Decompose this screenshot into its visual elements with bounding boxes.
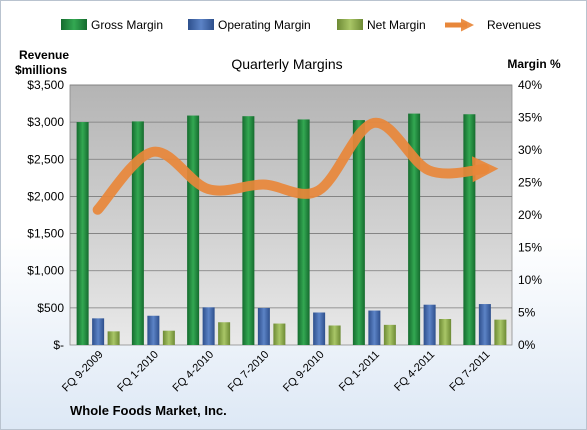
x-axis-category-label: FQ 1-2011 xyxy=(337,349,382,394)
legend-label-net-margin: Net Margin xyxy=(367,18,426,32)
gross-margin-bar xyxy=(76,122,89,345)
right-axis-ticks: 0% 5% 10% 15% 20% 25% 30% 35% 40% xyxy=(518,78,542,352)
bars-layer xyxy=(76,113,507,346)
left-axis-tick-label: $3,000 xyxy=(27,115,64,129)
net-margin-bar xyxy=(107,331,120,345)
legend-label-operating-margin: Operating Margin xyxy=(218,18,311,32)
legend: Gross Margin Operating Margin Net Margin… xyxy=(61,18,541,32)
net-margin-bar xyxy=(218,322,231,345)
net-margin-bar xyxy=(162,330,175,345)
operating-margin-bar xyxy=(202,307,215,345)
legend-swatch-gross-margin xyxy=(61,19,87,30)
net-margin-bar xyxy=(328,325,341,345)
right-axis-tick-label: 30% xyxy=(518,143,542,157)
legend-swatch-operating-margin xyxy=(188,19,214,30)
operating-margin-bar xyxy=(147,315,160,345)
left-axis-title-line-2: $millions xyxy=(15,63,67,77)
gross-margin-bar xyxy=(242,116,255,345)
right-axis-tick-label: 15% xyxy=(518,241,542,255)
right-axis-tick-label: 5% xyxy=(518,306,536,320)
left-axis-tick-label: $2,500 xyxy=(27,152,64,166)
left-axis-tick-label: $1,500 xyxy=(27,227,64,241)
gross-margin-bar xyxy=(187,115,200,345)
x-axis-category-label: FQ 4-2011 xyxy=(392,349,437,394)
right-axis-tick-label: 0% xyxy=(518,338,536,352)
operating-margin-bar xyxy=(423,304,436,345)
x-axis-category-label: FQ 7-2010 xyxy=(226,349,272,395)
x-axis-category-label: FQ 9-2009 xyxy=(60,349,106,395)
revenue-line-layer xyxy=(92,117,499,215)
operating-margin-bar xyxy=(478,304,491,345)
right-axis-tick-label: 35% xyxy=(518,111,542,125)
left-axis-tick-label: $1,000 xyxy=(27,264,64,278)
net-margin-bar xyxy=(494,319,507,345)
net-margin-bar xyxy=(439,319,452,345)
footer-company-name: Whole Foods Market, Inc. xyxy=(70,403,227,418)
chart-title: Quarterly Margins xyxy=(231,56,342,72)
legend-swatch-net-margin xyxy=(337,19,363,30)
gross-margin-bar xyxy=(463,114,476,345)
left-axis-ticks: $- $500 $1,000 $1,500 $2,000 $2,500 $3,000 $3,5… xyxy=(27,78,64,352)
operating-margin-bar xyxy=(368,310,381,345)
gross-margin-bar xyxy=(131,121,144,346)
left-axis-tick-label: $500 xyxy=(37,301,64,315)
left-axis-tick-label: $3,500 xyxy=(27,78,64,92)
x-axis-category-label: FQ 9-2010 xyxy=(281,349,327,395)
operating-margin-bar xyxy=(257,307,270,345)
net-margin-bar xyxy=(383,324,396,345)
operating-margin-bar xyxy=(313,312,326,345)
left-axis-tick-label: $- xyxy=(53,338,64,352)
right-axis-tick-label: 10% xyxy=(518,273,542,287)
x-axis-ticks: FQ 9-2009 FQ 1-2010 FQ 4-2010 FQ 7-2010 FQ 9… xyxy=(60,349,492,395)
gross-margin-bar xyxy=(408,113,421,345)
x-axis-category-label: FQ 7-2011 xyxy=(447,349,492,394)
operating-margin-bar xyxy=(92,318,105,345)
left-axis-tick-label: $2,000 xyxy=(27,189,64,203)
net-margin-bar xyxy=(273,323,286,345)
legend-label-gross-margin: Gross Margin xyxy=(91,18,163,32)
legend-label-revenues: Revenues xyxy=(487,18,541,32)
left-axis-title-line-1: Revenue xyxy=(19,48,69,62)
x-axis-category-label: FQ 1-2010 xyxy=(115,349,161,395)
revenues-line xyxy=(92,117,499,215)
gross-margin-bar xyxy=(352,120,365,345)
x-axis-category-label: FQ 4-2010 xyxy=(171,349,217,395)
right-axis-title: Margin % xyxy=(507,57,561,71)
right-axis-tick-label: 25% xyxy=(518,176,542,190)
gross-margin-bar xyxy=(297,119,310,345)
right-axis-tick-label: 20% xyxy=(518,208,542,222)
right-axis-tick-label: 40% xyxy=(518,78,542,92)
